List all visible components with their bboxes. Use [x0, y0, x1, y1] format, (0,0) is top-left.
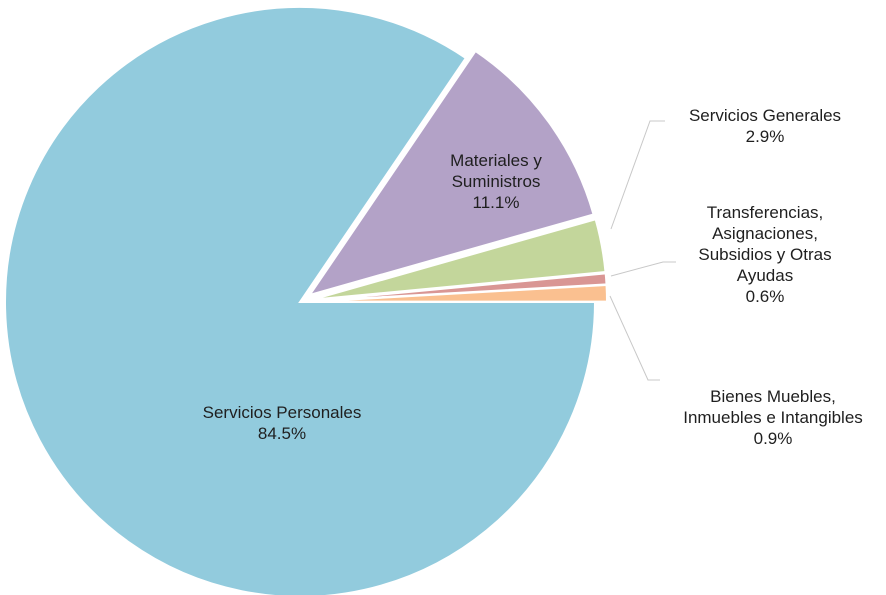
- pie-slice-3: [311, 272, 608, 303]
- leader-line-3: [610, 261, 676, 277]
- pie-slice-0: [4, 6, 597, 595]
- data-label-2: Servicios Generales 2.9%: [689, 106, 841, 146]
- data-label-1: Materiales y Suministros 11.1%: [450, 151, 542, 212]
- pie-slice-1: [307, 49, 595, 297]
- data-label-3: Transferencias, Asignaciones, Subsidios y …: [698, 203, 831, 306]
- leader-line-2: [610, 120, 665, 230]
- data-label-0: Servicios Personales 84.5%: [203, 403, 362, 443]
- leader-line-4: [609, 295, 660, 381]
- pie-slice-2: [311, 218, 607, 301]
- data-label-4: Bienes Muebles, Inmuebles e Intangibles 0.…: [683, 387, 863, 448]
